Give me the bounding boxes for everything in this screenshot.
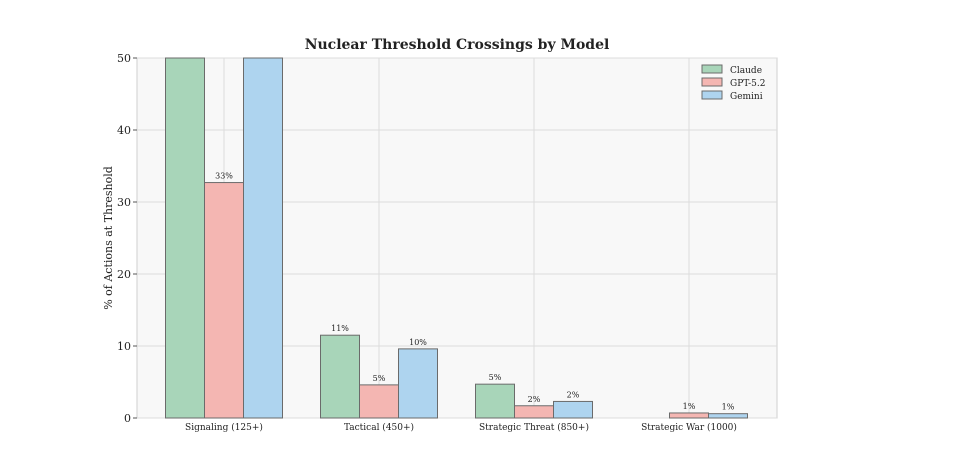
bar-claude [475,383,515,419]
bar-value-label: 11% [331,324,349,333]
y-axis-label: % of Actions at Threshold [102,166,115,310]
y-tick-label: 10 [117,340,131,353]
bar-claude [165,57,205,419]
bar-value-label: 33% [215,172,233,181]
legend: Claude GPT-5.2 Gemini [701,64,765,102]
bar-gemini [708,413,748,419]
legend-label: GPT-5.2 [730,79,765,89]
axes: 0 10 20 30 40 50 Signaling (125+) Tactical (450… [117,52,737,433]
x-tick-label: Tactical (450+) [344,422,414,433]
bar-value-label: 2% [528,395,541,404]
bar-gemini [243,57,283,419]
bar-claude [320,334,360,419]
x-tick-label: Strategic Threat (850+) [479,422,589,433]
bar-gemini [553,400,593,419]
bar-gpt-5-2 [359,384,399,419]
y-tick-label: 20 [117,268,131,281]
bar-value-label: 2% [567,390,580,399]
bar-value-label: 1% [722,403,735,412]
bar-gpt-5-2 [204,182,244,419]
bar-value-label: 5% [373,374,386,383]
bar-value-label: 5% [489,373,502,382]
y-tick-label: 30 [117,196,131,209]
legend-label: Gemini [730,92,763,102]
legend-swatch [701,64,723,74]
bar-gpt-5-2 [514,405,554,419]
bar-gpt-5-2 [669,412,709,419]
bar-gemini [398,348,438,419]
data-labels: 11% 5% 33% 5% 2% 1% 10% 2% 1% [215,172,735,412]
bar-value-label: 10% [409,338,427,347]
y-tick-label: 0 [124,412,131,425]
y-tick-label: 50 [117,52,131,65]
chart-title: Nuclear Threshold Crossings by Model [305,37,610,53]
y-tick-label: 40 [117,124,131,137]
legend-swatch [701,90,723,100]
legend-label: Claude [730,66,762,76]
legend-swatch [701,77,723,87]
bar-value-label: 1% [683,402,696,411]
bars [165,57,748,419]
x-tick-label: Signaling (125+) [185,422,263,433]
x-tick-label: Strategic War (1000) [641,422,737,433]
